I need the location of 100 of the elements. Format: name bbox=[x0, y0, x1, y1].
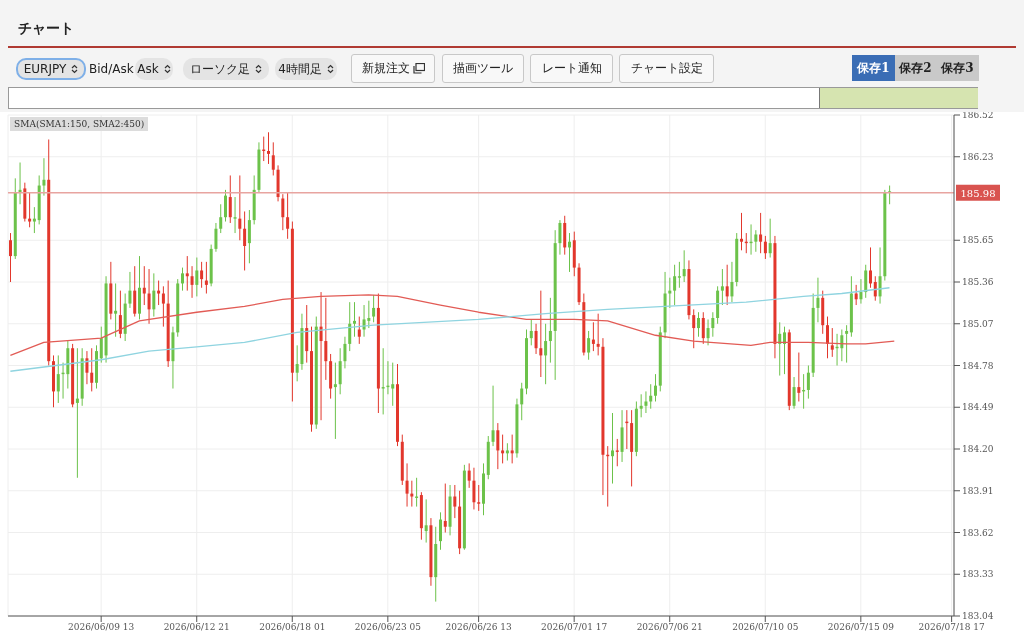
candlestick bbox=[539, 290, 543, 378]
candlestick bbox=[477, 484, 481, 512]
candlestick bbox=[639, 393, 643, 418]
candlestick bbox=[472, 467, 476, 510]
candlestick bbox=[271, 141, 275, 176]
candlestick bbox=[692, 308, 696, 349]
y-tick-label: 184.78 bbox=[962, 360, 994, 371]
y-tick-label: 183.33 bbox=[962, 569, 994, 580]
candlestick bbox=[195, 257, 199, 297]
candlestick bbox=[768, 218, 772, 259]
candlestick bbox=[219, 203, 223, 234]
candlestick bbox=[725, 264, 729, 306]
candlestick bbox=[348, 301, 352, 352]
candlestick bbox=[372, 294, 376, 323]
candlestick bbox=[615, 438, 619, 467]
candlestick bbox=[200, 261, 204, 289]
ref-line-label: 185.98 bbox=[960, 187, 996, 199]
timeframe-select: 4時間足 bbox=[275, 58, 337, 80]
candlestick bbox=[75, 347, 79, 479]
candlestick bbox=[118, 290, 122, 339]
candlestick bbox=[305, 304, 309, 364]
candlestick bbox=[152, 272, 156, 318]
candlestick bbox=[730, 261, 734, 303]
candlestick bbox=[711, 311, 715, 338]
candlestick bbox=[534, 323, 538, 355]
candlestick bbox=[90, 347, 94, 392]
candlestick bbox=[362, 304, 366, 338]
x-tick-label: 2026/06/09 13 bbox=[68, 622, 135, 633]
candlestick bbox=[147, 268, 151, 325]
candlestick bbox=[161, 285, 165, 328]
candlestick bbox=[520, 382, 524, 421]
candlestick bbox=[185, 255, 189, 292]
candlestick bbox=[443, 483, 447, 533]
text: Bid/Ask bbox=[89, 62, 134, 76]
candlestick bbox=[410, 480, 414, 508]
x-tick-label: 2026/07/15 09 bbox=[827, 622, 895, 633]
candlestick bbox=[286, 192, 290, 240]
x-tick-label: 2026/06/26 13 bbox=[445, 622, 512, 633]
currency-select: EURJPY bbox=[16, 58, 86, 80]
alert-button: レート通知 bbox=[530, 54, 613, 83]
y-tick-label: 183.91 bbox=[962, 485, 994, 496]
candlestick bbox=[324, 297, 328, 381]
drawing-button: 描画ツール bbox=[442, 54, 524, 83]
candlestick bbox=[247, 209, 251, 264]
candlestick bbox=[668, 277, 672, 309]
settings-button: チャート設定 bbox=[619, 54, 714, 83]
candlestick bbox=[333, 362, 337, 440]
candlestick bbox=[496, 422, 500, 470]
candlestick bbox=[353, 301, 356, 338]
chart-title: チャート bbox=[18, 20, 74, 38]
candlestick bbox=[424, 498, 428, 544]
candlestick bbox=[878, 246, 882, 305]
candlestick bbox=[529, 318, 533, 346]
candlestick bbox=[281, 193, 285, 231]
candlestick bbox=[181, 267, 184, 292]
save-tab: 保存2 bbox=[895, 55, 936, 81]
candlestick bbox=[830, 327, 834, 358]
candlestick bbox=[558, 219, 562, 256]
candlestick bbox=[806, 365, 810, 400]
candlestick bbox=[9, 232, 12, 283]
candlestick bbox=[128, 271, 132, 309]
candlestick bbox=[845, 324, 849, 364]
candlestick bbox=[840, 329, 844, 362]
candlestick bbox=[190, 265, 194, 299]
y-tick-label: 185.36 bbox=[962, 277, 994, 288]
candlestick bbox=[677, 261, 681, 289]
candlestick bbox=[243, 210, 247, 271]
x-tick-label: 2026/06/18 01 bbox=[259, 622, 326, 633]
candlestick bbox=[783, 326, 786, 375]
candlestick bbox=[233, 196, 237, 234]
price-select: Ask bbox=[135, 58, 173, 80]
x-tick-label: 2026/06/12 21 bbox=[163, 622, 230, 633]
candlestick bbox=[587, 330, 591, 361]
candlestick bbox=[644, 390, 648, 414]
candlestick bbox=[544, 323, 548, 385]
candlestick bbox=[720, 268, 724, 306]
candlestick bbox=[114, 282, 118, 338]
x-tick-label: 2026/07/18 17 bbox=[918, 622, 985, 633]
candlestick bbox=[792, 376, 796, 410]
candlestick bbox=[357, 316, 361, 345]
line-series bbox=[9, 287, 891, 372]
y-tick-label: 185.65 bbox=[962, 235, 994, 246]
candlestick bbox=[42, 157, 46, 197]
candlestick bbox=[763, 235, 767, 260]
y-tick-label: 183.04 bbox=[962, 611, 994, 622]
save-tab: 保存1 bbox=[852, 55, 895, 81]
candlestick bbox=[754, 229, 758, 253]
candlestick bbox=[491, 385, 495, 447]
candlestick bbox=[740, 212, 743, 251]
candlestick bbox=[267, 131, 270, 165]
line-series bbox=[9, 294, 895, 357]
candlestick bbox=[596, 313, 600, 356]
candlestick bbox=[214, 222, 218, 253]
candlestick bbox=[682, 249, 686, 283]
order-button: 新規注文 bbox=[351, 54, 435, 83]
save-tab: 保存3 bbox=[936, 55, 979, 81]
candlestick bbox=[391, 362, 395, 407]
candlestick bbox=[85, 350, 89, 385]
candlestick bbox=[405, 462, 409, 508]
candlestick bbox=[759, 212, 763, 254]
